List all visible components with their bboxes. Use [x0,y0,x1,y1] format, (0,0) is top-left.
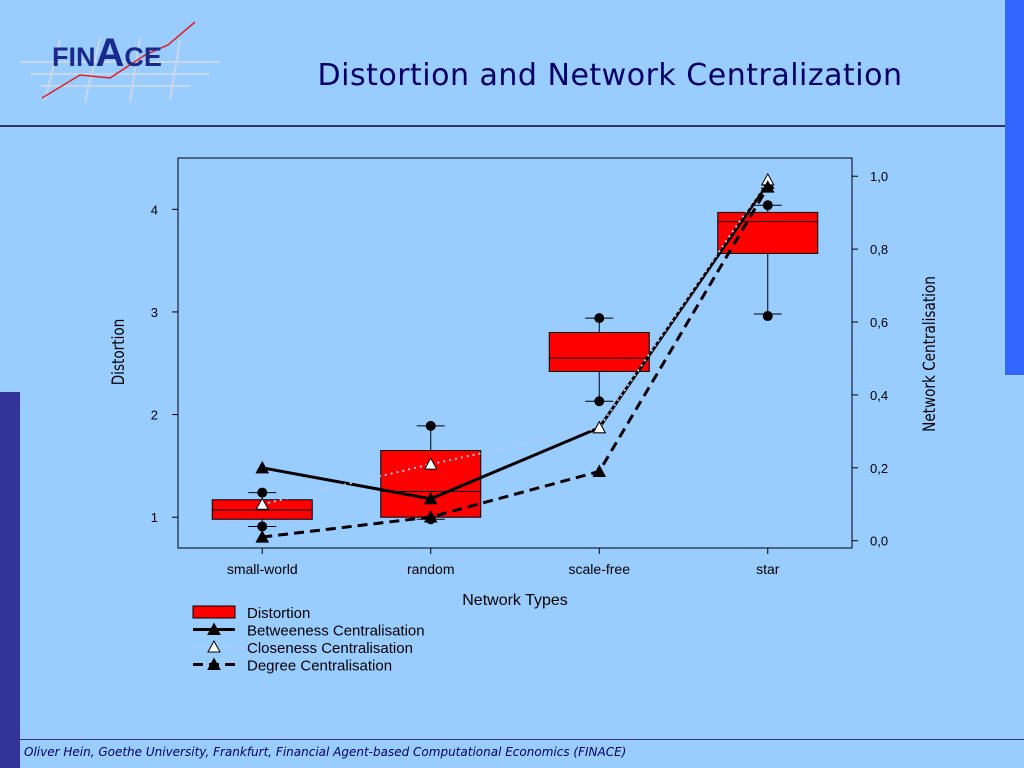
page-title: Distortion and Network Centralization [317,58,903,93]
legend-swatch-distortion [192,605,236,619]
y-axis-title-left: Distortion [109,319,129,386]
legend-swatch-marker [207,622,221,635]
box-outlier [762,200,773,211]
left-axis-tick-label: 2 [151,408,158,423]
right-axis-tick-label: 0,4 [870,388,888,403]
box-outlier [425,420,436,431]
right-axis-tick-label: 0,2 [870,461,888,476]
closeness-marker [423,457,438,470]
right-axis-tick-label: 1,0 [870,169,888,184]
legend-label: Distortion [247,605,310,622]
finace-logo: FINACE [20,21,220,103]
footer-text: Oliver Hein, Goethe University, Frankfur… [24,745,627,759]
logo-text-big: A [96,31,125,75]
legend-swatch-marker [207,639,221,653]
degree-marker [592,464,607,477]
left-axis-tick-label: 4 [151,202,158,217]
logo-text-right: CE [124,42,162,72]
betweeness-line [261,182,769,501]
svg-text:FINACE: FINACE [52,31,162,75]
right-axis-tick-label: 0,8 [870,242,888,257]
header-divider [0,125,1005,127]
degree-line [262,186,770,539]
box-outlier [762,311,773,322]
accent-bar-left [0,392,20,768]
closeness-line [262,179,769,506]
x-axis-tick-label: star [756,561,780,577]
y-axis-title-right: Network Centralisation [920,276,940,432]
box-outlier [257,487,268,498]
box-outlier [257,521,268,532]
degree-marker [423,509,438,523]
box-star [717,211,819,254]
footer-divider [20,739,1024,740]
x-axis-tick-label: scale-free [569,561,631,577]
legend-swatch-marker [207,657,221,670]
box-outlier [594,396,605,407]
degree-marker [255,530,270,543]
closeness-marker [255,497,270,510]
legend-label: Degree Centralisation [247,658,392,675]
right-axis-tick-label: 0,0 [870,534,888,549]
betweeness-marker [255,460,270,474]
plot-frame [177,157,853,549]
box-scale-free [548,331,650,372]
accent-bar-right [1005,0,1024,375]
legend-label: Betweeness Centralisation [247,623,425,640]
boxplot-chart: 1 2 3 4 0,0 0,2 0,4 0,6 0,8 1,0 small-world random s… [109,157,940,675]
left-axis-tick-label: 1 [151,510,158,525]
legend-label: Closeness Centralisation [247,640,413,657]
x-axis-tick-label: small-world [227,561,298,577]
x-axis-title: Network Types [462,592,568,609]
degree-marker [760,180,775,193]
betweeness-marker [423,491,438,505]
x-axis-tick-label: random [407,561,454,577]
logo-text-left: FIN [52,42,96,72]
box-outlier [594,313,605,324]
closeness-marker [592,420,607,434]
right-axis-tick-label: 0,6 [870,315,888,330]
left-axis-tick-label: 3 [151,305,158,320]
